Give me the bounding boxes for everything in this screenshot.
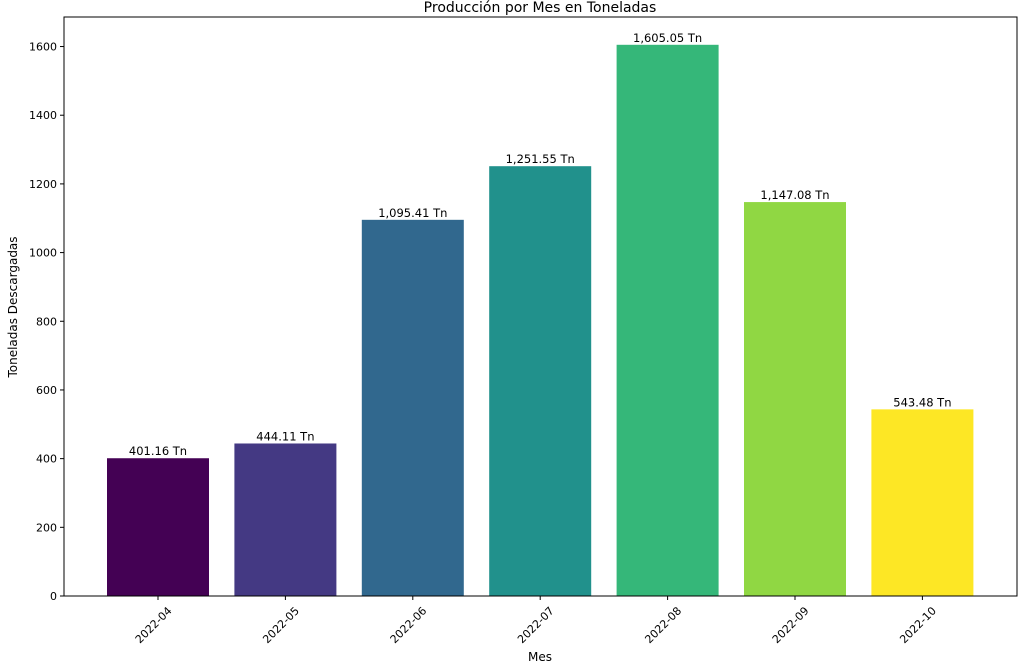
bar-value-labels: 401.16 Tn 444.11 Tn 1,095.41 Tn 1,251.55 Tn… [129, 31, 952, 458]
x-tick-label: 2022-08 [642, 604, 684, 646]
bar [107, 458, 209, 596]
y-tick-label: 600 [36, 384, 57, 397]
x-tick-label: 2022-10 [897, 604, 939, 646]
y-tick-label: 0 [50, 590, 57, 603]
bar [361, 219, 464, 596]
x-tick-label: 2022-04 [133, 604, 175, 646]
x-tick-label: 2022-07 [515, 604, 557, 646]
bar [871, 409, 974, 596]
y-tick-label: 1600 [29, 41, 57, 54]
bar [489, 166, 592, 596]
bar [616, 44, 719, 596]
bar [234, 443, 337, 596]
y-tick-label: 400 [36, 453, 57, 466]
bar-value-label: 1,147.08 Tn [760, 188, 829, 202]
bar-value-label: 1,251.55 Tn [506, 152, 575, 166]
x-tick-label: 2022-09 [770, 604, 812, 646]
x-axis: 2022-04 2022-05 2022-06 2022-07 2022-08 2022-… [133, 596, 939, 646]
bar-value-label: 1,605.05 Tn [633, 31, 702, 45]
bar [744, 202, 846, 596]
bars [107, 44, 974, 596]
bar-value-label: 444.11 Tn [256, 429, 314, 443]
bar-value-label: 543.48 Tn [893, 395, 951, 409]
y-tick-label: 800 [36, 315, 57, 328]
plot-frame [63, 16, 1018, 597]
x-tick-label: 2022-06 [388, 604, 430, 646]
y-tick-label: 1000 [29, 247, 57, 260]
bar-value-label: 401.16 Tn [129, 444, 187, 458]
y-tick-label: 200 [36, 521, 57, 534]
y-axis: 0 200 400 600 800 1000 1200 1400 1600 [29, 41, 64, 603]
y-axis-label: Toneladas Descargadas [6, 236, 20, 378]
y-tick-label: 1400 [29, 109, 57, 122]
x-axis-label: Mes [528, 650, 552, 664]
x-tick-label: 2022-05 [260, 604, 302, 646]
chart-title: Producción por Mes en Toneladas [424, 0, 657, 16]
bar-value-label: 1,095.41 Tn [378, 206, 447, 220]
y-tick-label: 1200 [29, 178, 57, 191]
